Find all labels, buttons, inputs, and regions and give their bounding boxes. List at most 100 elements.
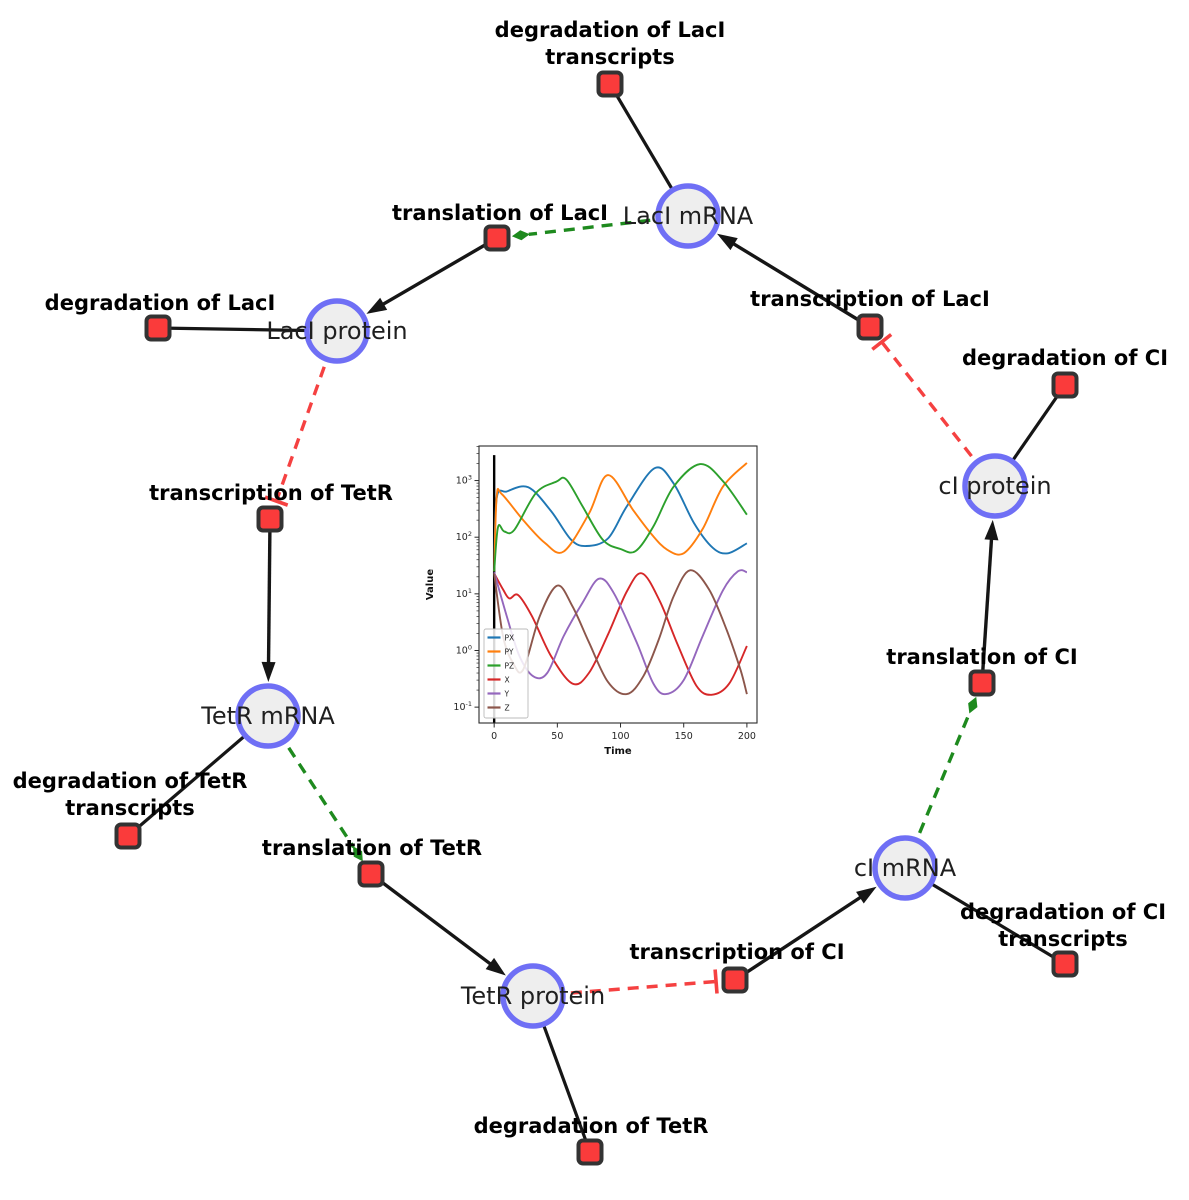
reaction-label-line: translation of TetR — [262, 836, 482, 860]
y-tick-exponent: 0 — [468, 643, 472, 651]
y-tick-exponent: -1 — [466, 700, 472, 708]
edge-production-translation-ci-ci-protein-arrowhead — [984, 519, 999, 541]
reaction-label-deg-ci: degradation of CI — [962, 346, 1168, 370]
reaction-label-deg-ci-transcripts: degradation of CI transcripts — [960, 900, 1166, 951]
series-line-X — [493, 572, 748, 696]
x-tick-label: 50 — [551, 731, 563, 742]
edge-production-transcription-laci-laci-mrna-arrowhead — [717, 233, 738, 251]
edge-inhibition-ci-protein-transcription-laci-tbar — [871, 333, 893, 351]
network-labels: LacI mRNA LacI protein TetR mRNA TetR prote… — [13, 18, 1168, 1138]
species-label-laci-mrna: LacI mRNA — [623, 202, 754, 230]
series-line-PZ — [493, 463, 748, 572]
x-tick-label: 200 — [738, 731, 756, 742]
inset-chart: 0 50 100 150 20010-1100101102103TimeValuePXP… — [425, 445, 758, 757]
series-line-PX — [493, 466, 748, 572]
legend-label-PY: PY — [505, 648, 514, 657]
reaction-node-deg-tetr[interactable] — [576, 1138, 604, 1166]
edge-production-translation-ci-ci-protein — [980, 535, 994, 684]
series-line-Y — [493, 569, 748, 696]
y-tick-label: 100 — [456, 643, 472, 656]
y-tick-label: 101 — [456, 587, 472, 600]
reaction-node-translation-tetr[interactable] — [357, 860, 385, 888]
reaction-label-line: translation of CI — [886, 645, 1077, 669]
edge-modifier-ci-mrna-translation-ci-diamond — [968, 696, 978, 714]
y-tick-exponent: 3 — [468, 474, 472, 482]
legend-label-Z: Z — [505, 704, 510, 713]
reaction-label-line: transcripts — [998, 927, 1128, 951]
reaction-label-deg-tetr-transcripts: degradation of TetR transcripts — [13, 769, 248, 820]
reaction-label-line: translation of LacI — [392, 201, 608, 225]
species-node-laci-mrna[interactable] — [655, 183, 721, 249]
reaction-node-deg-laci[interactable] — [144, 314, 172, 342]
legend-label-PX: PX — [505, 634, 515, 643]
plot-frame — [478, 445, 758, 724]
reaction-label-translation-laci: translation of LacI — [392, 201, 608, 225]
species-label-laci-protein: LacI protein — [266, 317, 407, 345]
edge-production-translation-tetr-tetr-protein — [369, 872, 495, 968]
edge-modifier-laci-mrna-translation-laci-diamond — [511, 230, 530, 241]
edge-inhibition-tetr-protein-transcription-ci — [532, 979, 717, 998]
reaction-node-deg-tetr-transcripts[interactable] — [114, 822, 142, 850]
series-line-PY — [493, 462, 748, 572]
reaction-node-deg-ci[interactable] — [1051, 371, 1079, 399]
reaction-label-line: transcription of CI — [629, 940, 844, 964]
legend-label-Y: Y — [504, 690, 510, 699]
y-tick-label: 10-1 — [453, 700, 472, 713]
legend-label-PZ: PZ — [505, 662, 515, 671]
reaction-label-line: degradation of TetR — [474, 1114, 709, 1138]
network-nodes — [114, 70, 1079, 1166]
edge-production-translation-tetr-tetr-protein-arrowhead — [485, 957, 506, 976]
reaction-label-line: degradation of LacI — [495, 18, 726, 42]
reaction-label-translation-tetr: translation of TetR — [262, 836, 482, 860]
edge-inhibition-tetr-protein-transcription-ci-tbar — [713, 969, 719, 994]
reaction-label-deg-laci: degradation of LacI — [45, 291, 276, 315]
species-label-tetr-mrna: TetR mRNA — [200, 702, 335, 730]
reaction-label-line: degradation of LacI — [45, 291, 276, 315]
reaction-label-line: degradation of CI — [960, 900, 1166, 924]
reaction-label-deg-tetr: degradation of TetR — [474, 1114, 709, 1138]
reaction-label-line: degradation of CI — [962, 346, 1168, 370]
legend-label-X: X — [505, 676, 510, 685]
y-tick-exponent: 2 — [468, 530, 472, 538]
edge-modifier-tetr-mrna-translation-tetr-diamond — [352, 846, 363, 862]
y-tick-label: 102 — [456, 530, 472, 543]
reaction-label-transcription-ci: transcription of CI — [629, 940, 844, 964]
edge-production-transcription-ci-ci-mrna-arrowhead — [856, 886, 877, 904]
species-label-tetr-protein: TetR protein — [460, 982, 605, 1010]
reaction-label-line: transcription of TetR — [149, 481, 393, 505]
species-node-tetr-mrna[interactable] — [235, 683, 301, 749]
edge-production-translation-laci-laci-protein-arrowhead — [366, 297, 388, 314]
edge-production-transcription-laci-laci-mrna — [729, 240, 871, 329]
x-tick-label: 150 — [675, 731, 693, 742]
species-node-ci-mrna[interactable] — [872, 835, 938, 901]
reaction-node-transcription-ci[interactable] — [721, 966, 749, 994]
reaction-node-translation-laci[interactable] — [483, 224, 511, 252]
species-node-laci-protein[interactable] — [304, 298, 370, 364]
edge-inhibition-laci-protein-transcription-tetr-tbar — [264, 495, 289, 507]
reaction-label-line: transcripts — [545, 45, 675, 69]
species-node-ci-protein[interactable] — [962, 453, 1028, 519]
reaction-label-transcription-tetr: transcription of TetR — [149, 481, 393, 505]
edge-production-transcription-tetr-tetr-mrna — [266, 518, 272, 667]
reaction-node-transcription-laci[interactable] — [856, 313, 884, 341]
edge-production-transcription-tetr-tetr-mrna-arrowhead — [261, 661, 276, 683]
x-tick-label: 100 — [611, 731, 629, 742]
y-axis-label: Value — [425, 569, 436, 600]
x-axis-label: Time — [604, 746, 632, 757]
x-tick-label: 0 — [491, 731, 497, 742]
reaction-node-deg-laci-transcripts[interactable] — [596, 70, 624, 98]
reaction-label-line: transcription of LacI — [750, 287, 990, 311]
edge-production-translation-laci-laci-protein — [379, 236, 498, 308]
species-node-tetr-protein[interactable] — [500, 963, 566, 1029]
reaction-node-translation-ci[interactable] — [968, 669, 996, 697]
reaction-label-deg-laci-transcripts: degradation of LacI transcripts — [495, 18, 726, 69]
reaction-node-transcription-tetr[interactable] — [256, 505, 284, 533]
reaction-label-transcription-laci: transcription of LacI — [750, 287, 990, 311]
species-label-ci-mrna: cI mRNA — [854, 854, 957, 882]
reaction-node-deg-ci-transcripts[interactable] — [1051, 950, 1079, 978]
reaction-label-line: degradation of TetR — [13, 769, 248, 793]
reaction-label-translation-ci: translation of CI — [886, 645, 1077, 669]
edge-production-transcription-ci-ci-mrna — [734, 894, 865, 982]
